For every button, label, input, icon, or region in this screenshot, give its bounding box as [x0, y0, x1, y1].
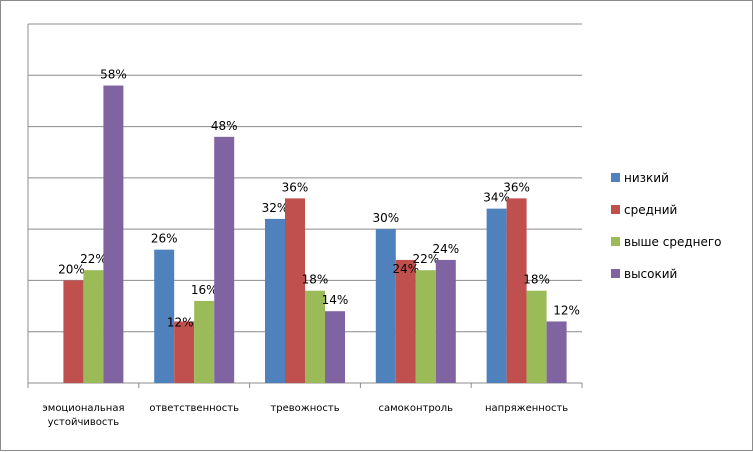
data-label: 12%: [167, 315, 194, 329]
category-label: эмоциональная: [42, 403, 124, 414]
legend-swatch: [611, 269, 620, 278]
category-label: напряженность: [485, 403, 568, 414]
legend-label: выше среднего: [624, 235, 722, 249]
legend-label: средний: [624, 203, 677, 217]
bar: [154, 249, 175, 383]
data-label: 24%: [392, 262, 419, 276]
legend-label: высокий: [624, 267, 677, 281]
bar: [265, 218, 285, 383]
bar: [103, 85, 124, 384]
legend-label: низкий: [624, 171, 669, 185]
bar: [63, 280, 84, 383]
data-label: 12%: [553, 303, 580, 317]
category-label: ответственность: [149, 403, 239, 414]
data-label: 58%: [100, 68, 127, 82]
bar: [546, 321, 567, 383]
data-label: 22%: [412, 252, 439, 266]
legend-swatch: [611, 237, 620, 246]
data-label: 26%: [151, 232, 178, 246]
data-label: 24%: [432, 242, 459, 256]
bar: [83, 270, 104, 383]
bar: [415, 270, 436, 383]
bar: [194, 300, 215, 383]
bar: [506, 198, 527, 383]
bar: [214, 136, 235, 383]
data-label: 36%: [503, 180, 530, 194]
bar: [325, 311, 345, 383]
data-label: 48%: [211, 119, 238, 133]
data-label: 14%: [322, 293, 349, 307]
category-label: устойчивость: [48, 417, 120, 428]
data-label: 36%: [282, 180, 309, 194]
data-label: 20%: [58, 262, 85, 276]
data-label: 32%: [262, 201, 289, 215]
legend-swatch: [611, 205, 620, 214]
bar: [305, 290, 325, 383]
data-label: 22%: [80, 252, 107, 266]
legend-swatch: [611, 173, 620, 182]
bar: [526, 290, 547, 383]
bar: [435, 259, 456, 383]
bar: [375, 229, 396, 383]
data-label: 16%: [191, 283, 218, 297]
data-label: 34%: [483, 191, 510, 205]
data-label: 18%: [523, 273, 550, 287]
bar: [285, 198, 305, 383]
category-label: тревожность: [270, 403, 339, 414]
category-label: самоконтроль: [379, 403, 454, 414]
bar: [395, 259, 416, 383]
data-label: 30%: [372, 211, 399, 225]
bar: [486, 208, 507, 383]
bar: [174, 321, 195, 383]
data-label: 18%: [302, 273, 329, 287]
